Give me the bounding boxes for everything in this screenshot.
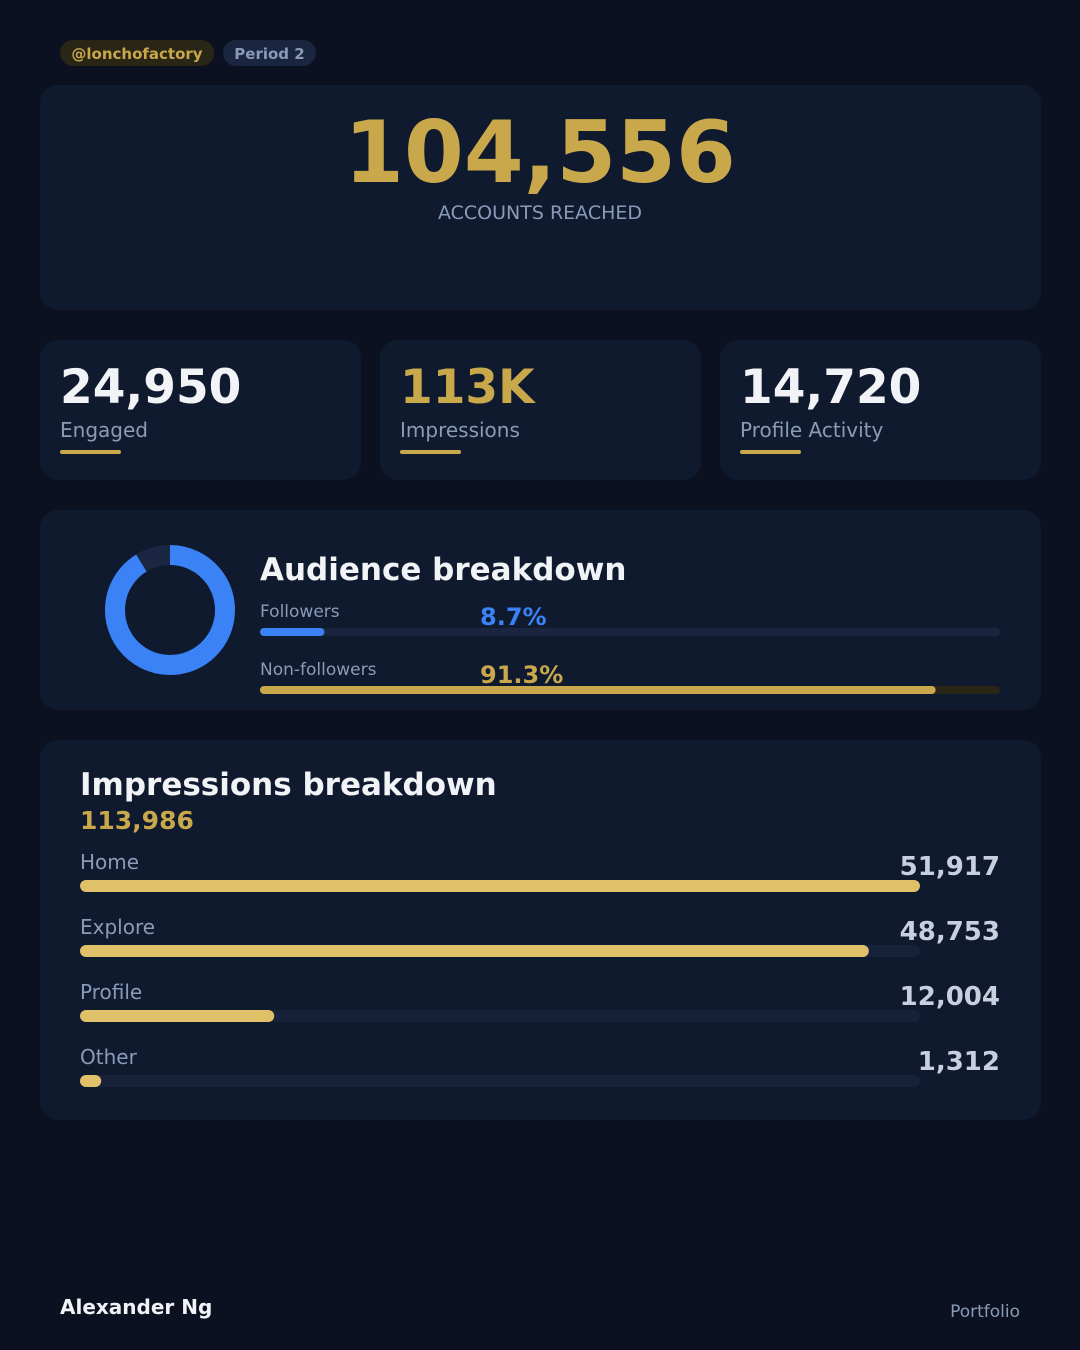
segment-name: Followers xyxy=(260,602,340,622)
hero-value: 104,556 xyxy=(344,103,736,203)
category-label: Explore xyxy=(80,915,155,939)
bar xyxy=(80,1075,102,1087)
category-value: 48,753 xyxy=(900,917,1000,947)
segment-value: 8.7% xyxy=(480,603,547,631)
impressions-total: 113,986 xyxy=(80,806,194,835)
stat-underline xyxy=(400,450,461,454)
audience: Followers 8.7% Non-followers 91.3% xyxy=(105,545,1000,694)
category-value: 12,004 xyxy=(900,982,1000,1012)
category-value: 1,312 xyxy=(918,1047,1000,1077)
stat-card xyxy=(380,340,701,480)
period-pill xyxy=(223,40,316,66)
stat-label: Profile Activity xyxy=(740,418,884,442)
bar xyxy=(80,880,920,892)
segment-name: Non-followers xyxy=(260,660,377,680)
bar-track xyxy=(80,1010,920,1022)
stat-label: Impressions xyxy=(400,418,520,442)
segment-track xyxy=(260,628,1000,636)
stat-underline xyxy=(60,450,121,454)
impressions-title: Impressions breakdown xyxy=(80,767,497,803)
hero-card xyxy=(40,85,1041,310)
stat-value: 14,720 xyxy=(740,360,921,415)
segment-bar xyxy=(260,628,325,636)
footer-link[interactable]: Portfolio xyxy=(950,1302,1020,1322)
stat-card xyxy=(720,340,1041,480)
stat-value: 24,950 xyxy=(60,360,241,415)
audience-title: Audience breakdown xyxy=(260,552,626,588)
bar xyxy=(80,945,869,957)
hero-label: ACCOUNTS REACHED xyxy=(438,202,642,224)
bar xyxy=(80,1010,275,1022)
bar-track xyxy=(80,1075,920,1087)
stat-value: 113K xyxy=(400,360,536,415)
donut-segment xyxy=(105,545,235,675)
segment-value: 91.3% xyxy=(480,661,563,689)
category-label: Other xyxy=(80,1045,138,1069)
stat-card xyxy=(40,340,361,480)
stat-underline xyxy=(740,450,801,454)
category-value: 51,917 xyxy=(900,852,1000,882)
audience-card xyxy=(40,510,1041,710)
handle-pill xyxy=(60,40,214,66)
impressions-card xyxy=(40,740,1041,1120)
category-label: Profile xyxy=(80,980,142,1004)
segment-bar xyxy=(260,686,936,694)
impressions-bars: Home 51,917 Explore 48,753 Profile 12,004 Othe… xyxy=(80,850,1000,1087)
donut-segment xyxy=(136,545,171,572)
stat-label: Engaged xyxy=(60,418,148,442)
period: Period 2 xyxy=(234,45,304,63)
category-label: Home xyxy=(80,850,139,874)
footer-name: Alexander Ng xyxy=(60,1295,212,1319)
handle: @lonchofactory xyxy=(71,45,202,63)
stats: 24,950 Engaged 113K Impressions 14,720 Profil… xyxy=(40,340,1041,480)
